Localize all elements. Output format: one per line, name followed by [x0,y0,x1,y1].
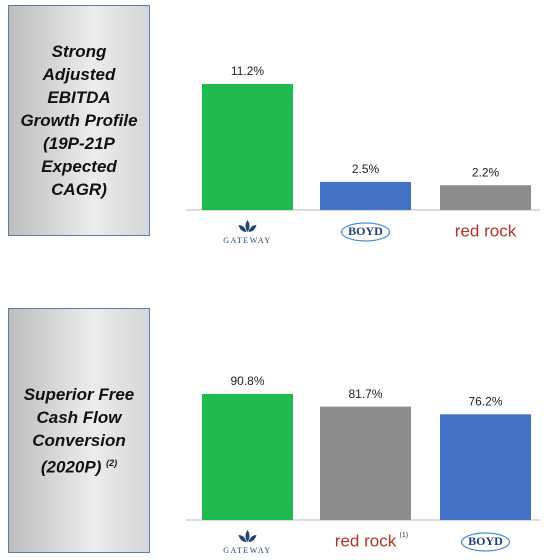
value-label: 90.8% [230,374,264,388]
icon-leaf [238,220,257,232]
bar [440,185,531,210]
value-label: 2.5% [352,162,380,176]
boyd-oval [460,532,511,552]
icon-leaf [238,530,257,542]
category-label: red rock [335,531,397,550]
bar [202,394,293,520]
boyd-oval [340,222,391,242]
category-label: GATEWAY [223,236,271,245]
bar [320,181,411,210]
chart-title: Superior Free Cash Flow Conversion (2020… [19,383,139,479]
value-label: 76.2% [468,394,502,408]
category-label: BOYD [468,534,503,548]
category-label: BOYD [348,224,383,238]
title-note: (2) [106,457,118,468]
label-box: Strong Adjusted EBITDA Growth Profile (1… [8,5,150,236]
gateway-icon [238,220,257,232]
category-label: red rock [455,221,517,240]
category-note: (1) [400,532,409,539]
title-text: Superior Free Cash Flow Conversion (2020… [23,384,135,477]
bar [202,84,293,210]
category-label: GATEWAY [223,546,271,555]
gateway-icon [238,530,257,542]
bar [440,414,531,520]
label-box: Superior Free Cash Flow Conversion (2020… [8,308,150,553]
bar [320,406,411,520]
title-text: Strong Adjusted EBITDA Growth Profile (1… [20,42,138,199]
value-label: 81.7% [348,387,382,401]
chart-title: Strong Adjusted EBITDA Growth Profile (1… [19,40,139,201]
value-label: 11.2% [231,64,264,78]
value-label: 2.2% [472,165,500,179]
